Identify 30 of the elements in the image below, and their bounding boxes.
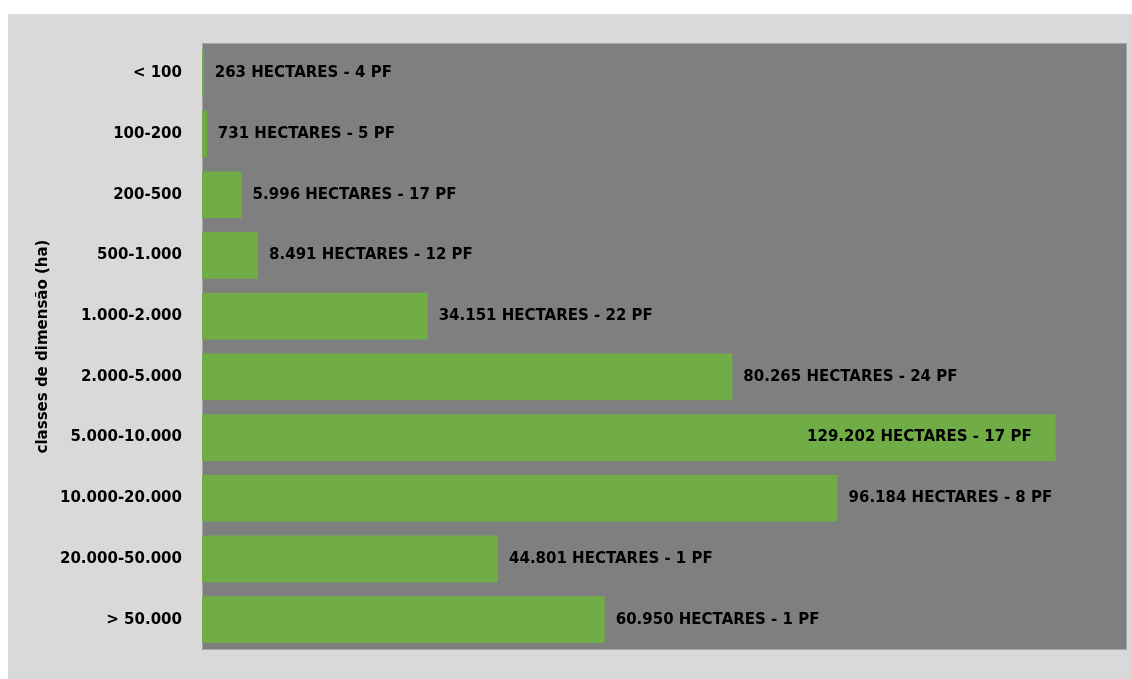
data-label: 5.996 HECTARES - 17 PF bbox=[252, 184, 457, 203]
data-label: 8.491 HECTARES - 12 PF bbox=[269, 245, 473, 264]
y-tick-label: 1.000-2.000 bbox=[80, 306, 182, 325]
data-label: 731 HECTARES - 5 PF bbox=[217, 123, 396, 142]
y-tick-label: > 50.000 bbox=[106, 609, 182, 628]
y-tick-label: 5.000-10.000 bbox=[70, 427, 182, 446]
y-tick-label: 20.000-50.000 bbox=[60, 548, 182, 567]
y-tick-label: 200-500 bbox=[113, 184, 182, 203]
bar bbox=[202, 292, 428, 340]
data-label: 60.950 HECTARES - 1 PF bbox=[615, 609, 820, 628]
bar bbox=[202, 596, 605, 644]
data-label: 44.801 HECTARES - 1 PF bbox=[509, 548, 713, 567]
data-label: 263 HECTARES - 4 PF bbox=[214, 63, 392, 82]
bar bbox=[202, 474, 838, 522]
y-axis-title: classes de dimensão (ha) bbox=[32, 239, 51, 454]
y-tick-label: 10.000-20.000 bbox=[60, 488, 182, 507]
bar bbox=[202, 353, 733, 401]
data-label: 80.265 HECTARES - 24 PF bbox=[743, 366, 958, 385]
y-tick-label: 100-200 bbox=[113, 123, 182, 142]
y-tick-label: 500-1.000 bbox=[97, 245, 182, 264]
bar bbox=[202, 171, 242, 219]
y-tick-label: < 100 bbox=[132, 63, 182, 82]
data-label: 96.184 HECTARES - 8 PF bbox=[848, 488, 1053, 507]
bar bbox=[202, 414, 1056, 461]
bar bbox=[202, 535, 499, 583]
bar bbox=[202, 110, 207, 158]
data-label: 34.151 HECTARES - 22 PF bbox=[438, 306, 653, 325]
y-tick-label: 2.000-5.000 bbox=[80, 366, 182, 385]
data-label: 129.202 HECTARES - 17 PF bbox=[807, 427, 1032, 446]
bar bbox=[202, 232, 259, 279]
